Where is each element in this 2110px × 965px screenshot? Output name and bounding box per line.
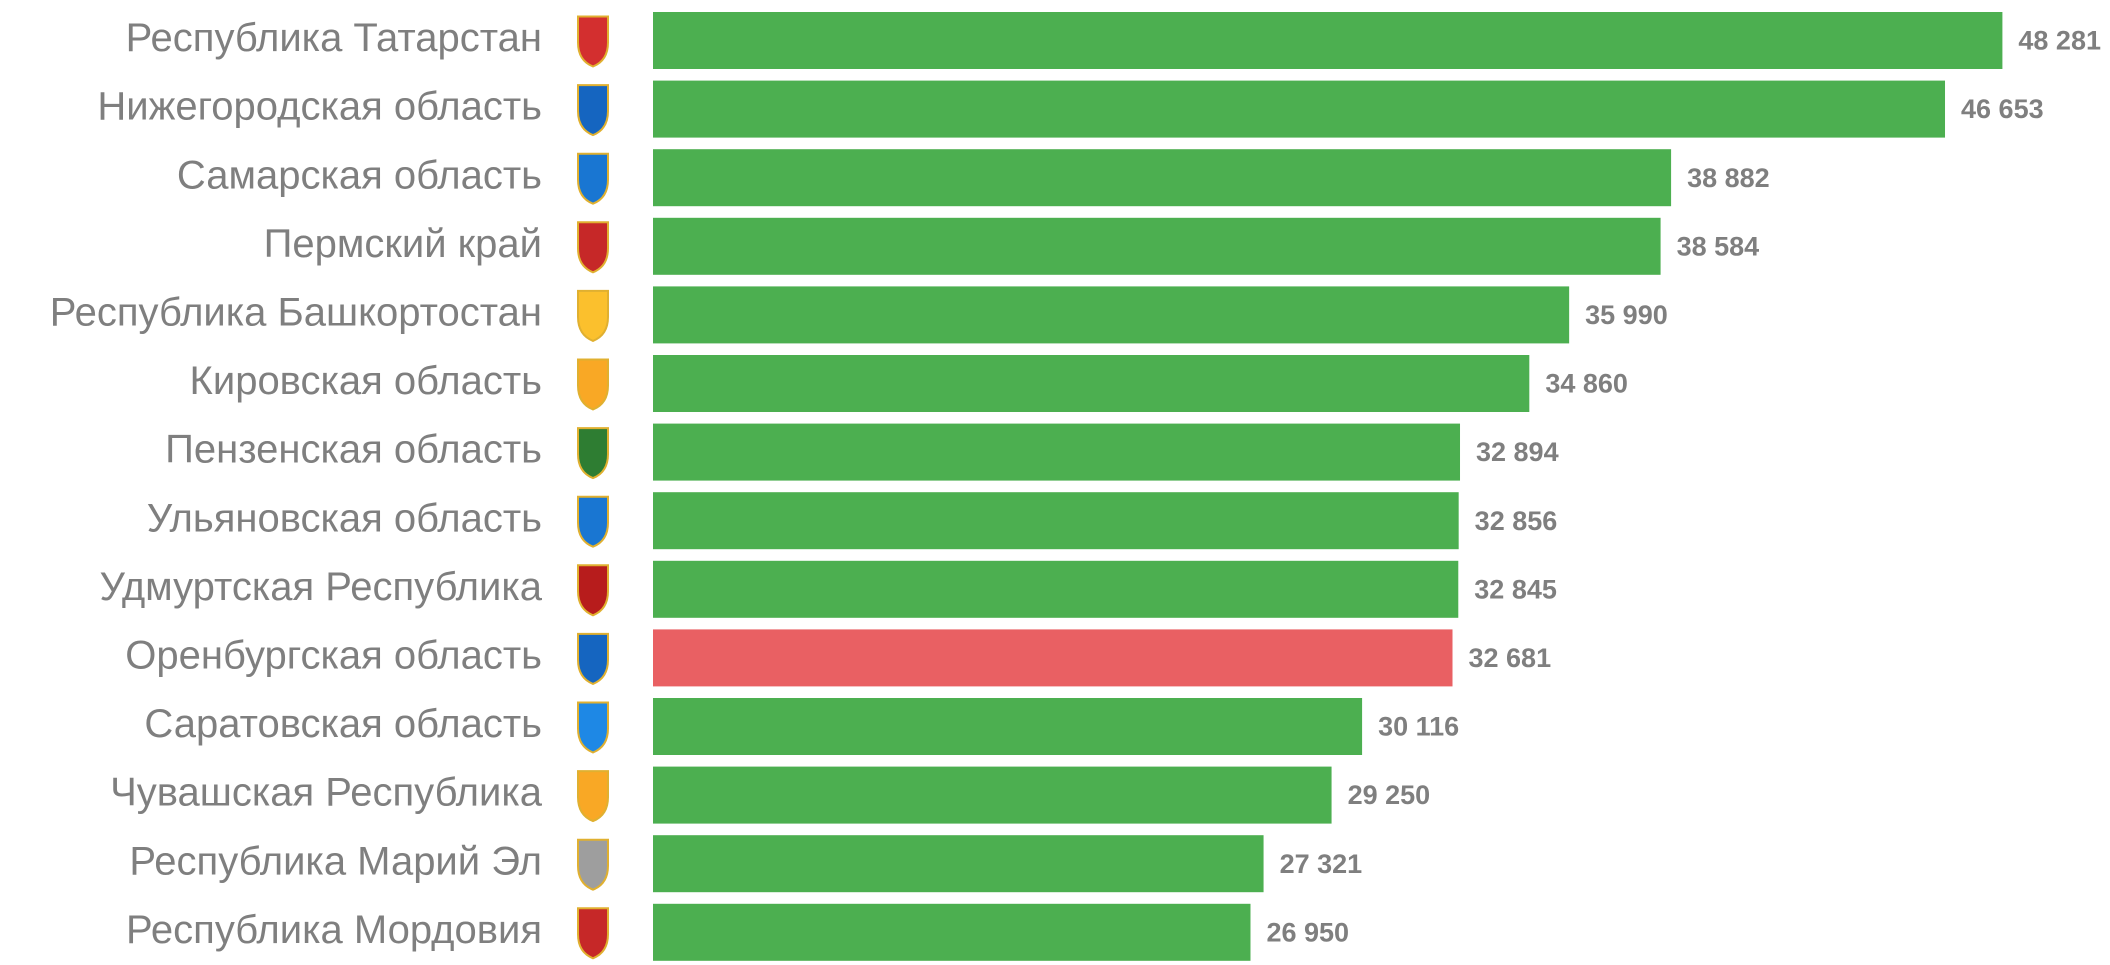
bar xyxy=(653,286,1570,344)
bar xyxy=(653,560,1459,618)
bar xyxy=(653,423,1461,481)
value-label: 26 950 xyxy=(1266,917,1349,947)
bar xyxy=(653,355,1530,412)
category-label: Удмуртская Республика xyxy=(100,565,543,609)
category-label: Саратовская область xyxy=(144,702,542,746)
category-label: Республика Татарстан xyxy=(126,16,542,60)
coat-of-arms xyxy=(577,84,609,137)
bar xyxy=(653,766,1332,824)
value-label: 32 845 xyxy=(1474,574,1557,604)
coat-of-arms xyxy=(577,221,609,274)
coat-of-arms xyxy=(577,770,609,823)
category-label: Кировская область xyxy=(190,359,542,403)
coat-of-arms xyxy=(577,701,609,754)
value-label: 38 584 xyxy=(1677,231,1760,261)
value-label: 32 856 xyxy=(1475,506,1558,536)
category-label: Республика Марий Эл xyxy=(129,839,542,883)
category-label: Пензенская область xyxy=(165,428,542,472)
coat-of-arms xyxy=(577,907,609,960)
value-label: 32 681 xyxy=(1469,643,1552,673)
value-label: 46 653 xyxy=(1961,94,2044,124)
category-label: Самарская область xyxy=(177,153,542,197)
coat-of-arms xyxy=(577,358,609,411)
bar xyxy=(653,149,1672,207)
bar xyxy=(653,217,1661,275)
value-label: 29 250 xyxy=(1348,780,1431,810)
coat-of-arms xyxy=(577,495,609,548)
category-label: Оренбургская область xyxy=(125,633,542,677)
value-label: 30 116 xyxy=(1378,712,1459,742)
coat-of-arms-icons xyxy=(577,15,609,960)
value-label: 38 882 xyxy=(1687,163,1770,193)
coat-of-arms xyxy=(577,289,609,342)
coat-of-arms xyxy=(577,564,609,617)
category-label: Нижегородская область xyxy=(97,85,542,129)
value-label: 32 894 xyxy=(1476,437,1559,467)
coat-of-arms xyxy=(577,15,609,68)
category-label: Республика Мордовия xyxy=(126,908,542,952)
coat-of-arms xyxy=(577,632,609,685)
bar xyxy=(653,12,2003,69)
value-label: 27 321 xyxy=(1280,849,1363,879)
bar xyxy=(653,903,1251,961)
category-label: Ульяновская область xyxy=(147,496,542,540)
value-label: 35 990 xyxy=(1585,300,1668,330)
bar xyxy=(653,698,1363,755)
bar xyxy=(653,629,1453,687)
category-label: Чувашская Республика xyxy=(110,771,543,815)
value-label: 34 860 xyxy=(1545,369,1628,399)
coat-of-arms xyxy=(577,838,609,891)
coat-of-arms xyxy=(577,152,609,205)
bar xyxy=(653,835,1264,893)
category-label: Пермский край xyxy=(264,222,542,266)
category-label: Республика Башкортостан xyxy=(50,290,542,334)
value-label: 48 281 xyxy=(2018,26,2101,56)
bar xyxy=(653,492,1459,550)
bar xyxy=(653,80,1946,138)
coat-of-arms xyxy=(577,427,609,480)
